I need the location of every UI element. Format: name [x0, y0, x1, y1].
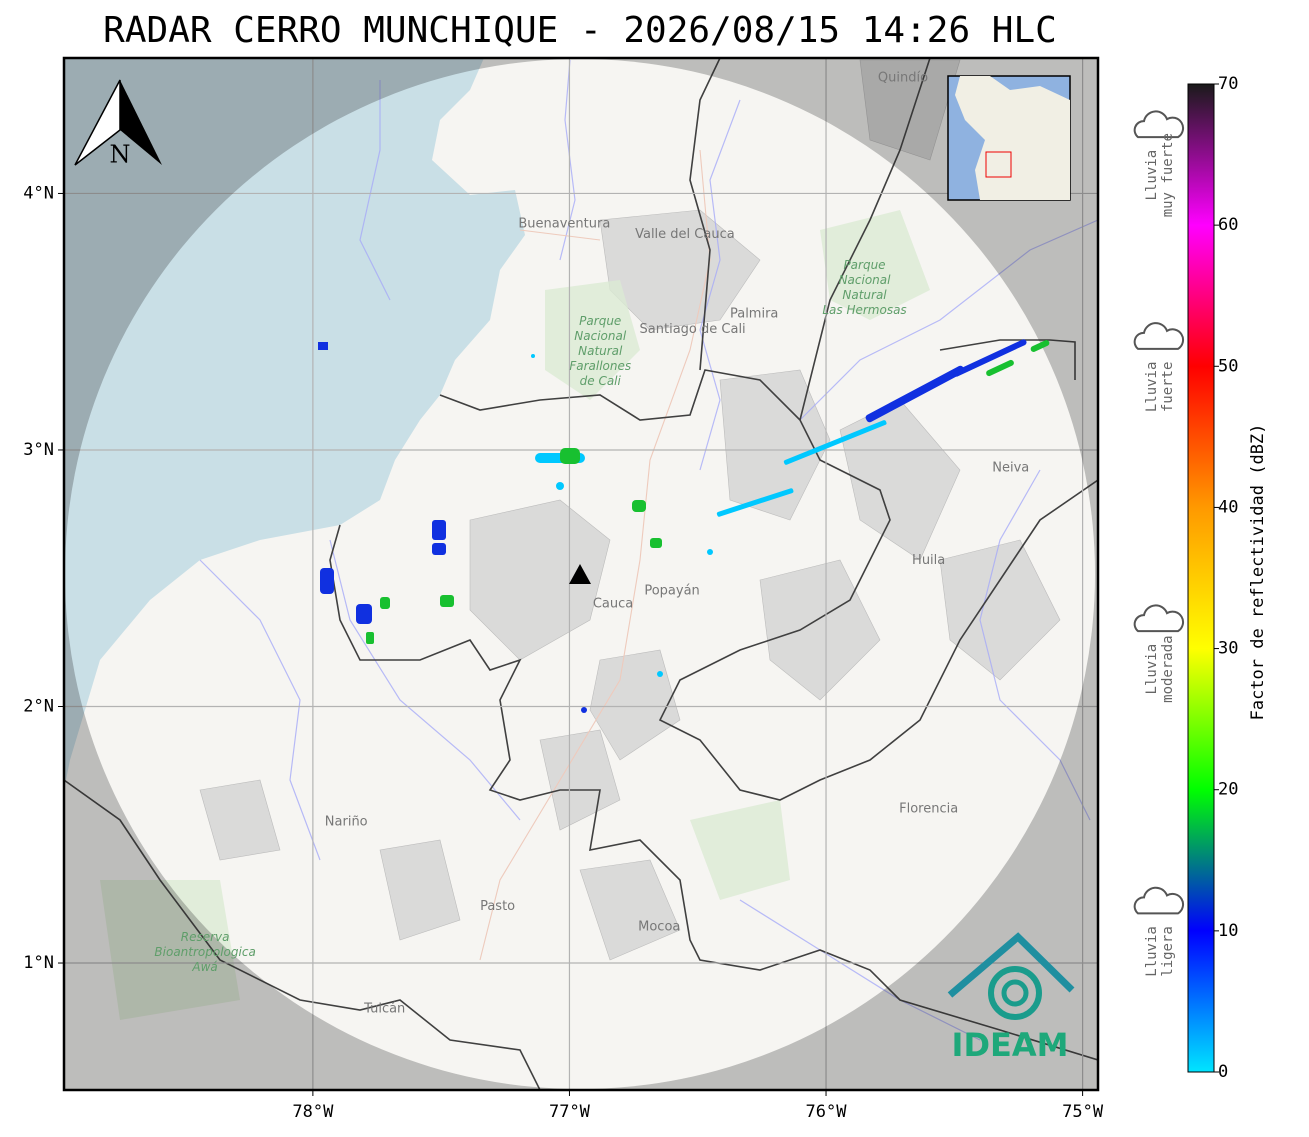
place-label: Huila [912, 553, 945, 568]
radar-site [569, 564, 591, 584]
north-arrow: N [74, 79, 162, 169]
park-label: Parque [843, 258, 885, 272]
inset-map [947, 75, 1071, 201]
park-label: Awá [191, 960, 217, 974]
place-label: Neiva [992, 460, 1029, 475]
colorbar-tick-label: 0 [1218, 1062, 1228, 1082]
park-label: Farallones [569, 359, 631, 373]
weather-icon [1133, 110, 1185, 139]
place-label: Quindío [878, 71, 928, 86]
park-label: Reserva [181, 930, 230, 944]
weather-icon [1133, 322, 1185, 350]
weather-icon [1133, 604, 1185, 633]
legend-label: ligera [1160, 926, 1176, 977]
axes: 78°W 77°W 76°W 75°W 1°N 2°N 3°N 4°N [23, 183, 1104, 1122]
place-label: Pasto [480, 899, 515, 914]
legend-label: moderada [1160, 635, 1176, 702]
legend-label: Lluvia [1144, 362, 1160, 413]
ocean [64, 58, 525, 790]
y-tick-label: 4°N [23, 183, 54, 203]
labels: Buenaventura Valle del Cauca Santiago de C… [154, 71, 1029, 1017]
north-label: N [110, 141, 131, 169]
place-label: Tulcán [363, 1002, 405, 1017]
place-label: Valle del Cauca [635, 227, 735, 242]
place-label: Mocoa [638, 920, 680, 935]
logo-text: IDEAM [952, 1026, 1069, 1064]
colorbar-tick-label: 30 [1218, 639, 1238, 659]
park-label: Nacional [574, 329, 627, 343]
x-tick-label: 76°W [806, 1102, 848, 1122]
place-label: Santiago de Cali [640, 322, 746, 337]
legend-label: muy fuerte [1160, 133, 1176, 217]
x-tick-label: 77°W [549, 1102, 591, 1122]
park-label: Bioantropologica [154, 945, 255, 959]
park-label: Natural [842, 288, 887, 302]
map: Buenaventura Valle del Cauca Santiago de C… [64, 58, 1098, 1090]
place-label: Nariño [325, 814, 368, 829]
y-tick-label: 3°N [23, 440, 54, 460]
park-label: Las Hermosas [822, 303, 906, 317]
parks [100, 210, 930, 1020]
radar-echoes [318, 339, 1050, 713]
park-label: Parque [579, 314, 621, 328]
park-label: Natural [578, 344, 623, 358]
title: RADAR CERRO MUNCHIQUE - 2026/08/15 14:26… [103, 10, 1057, 51]
legend-label: Lluvia [1144, 150, 1160, 201]
legend-label: Lluvia [1144, 644, 1160, 695]
graticule [64, 58, 1098, 1090]
colorbar-tick-label: 60 [1218, 215, 1238, 235]
x-tick-label: 78°W [292, 1102, 334, 1122]
colorbar-ticks: 0 10 20 30 40 50 60 70 [1214, 74, 1238, 1082]
colorbar-tick-label: 20 [1218, 780, 1238, 800]
place-label: Cauca [593, 596, 633, 611]
y-tick-label: 2°N [23, 696, 54, 716]
colorbar-tick-label: 70 [1218, 74, 1238, 94]
park-label: de Cali [580, 374, 622, 388]
y-tick-label: 1°N [23, 953, 54, 973]
park-label: Nacional [839, 273, 892, 287]
place-label: Buenaventura [518, 217, 610, 232]
weather-icon [1133, 886, 1185, 915]
roads [479, 149, 711, 961]
x-tick-label: 75°W [1062, 1102, 1104, 1122]
colorbar-label: Factor de reflectividad (dBZ) [1248, 424, 1268, 721]
colorbar [1187, 83, 1215, 1073]
place-label: Popayán [644, 584, 699, 599]
logo: IDEAM [947, 932, 1075, 1064]
legend-label: Lluvia [1144, 926, 1160, 977]
legend-label: fuerte [1160, 362, 1176, 413]
borders [64, 58, 1098, 1090]
colorbar-tick-label: 10 [1218, 921, 1238, 941]
colorbar-tick-label: 50 [1218, 356, 1238, 376]
place-label: Palmira [730, 307, 778, 322]
map-frame [62, 56, 1100, 1092]
place-label: Florencia [899, 802, 958, 817]
colorbar-tick-label: 40 [1218, 497, 1238, 517]
rivers [199, 59, 1098, 1041]
